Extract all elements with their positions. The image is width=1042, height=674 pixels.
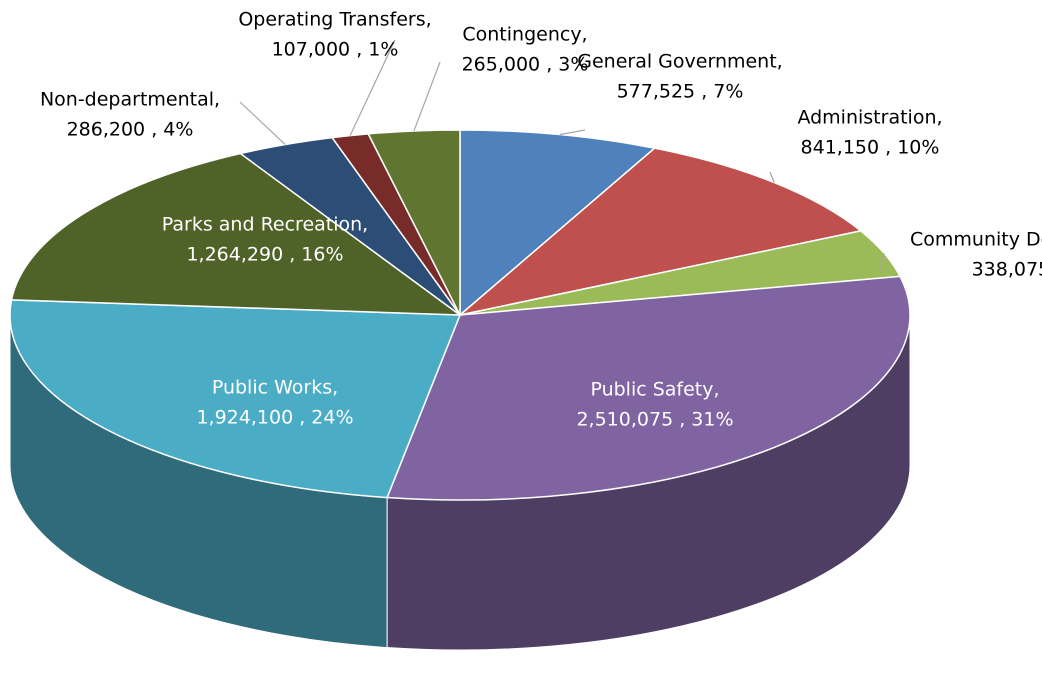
labels: General Government, 577,525 , 7% Administr…	[40, 9, 1042, 431]
value-label: 1,924,100 , 24%	[196, 407, 353, 429]
pie-slice	[386, 275, 911, 501]
category-label: General Government,	[577, 51, 782, 73]
pie-slice	[10, 152, 463, 316]
value-label: 841,150 , 10%	[801, 137, 940, 159]
leader-line	[239, 101, 286, 145]
value-label: 1,264,290 , 16%	[186, 244, 343, 266]
value-label: 265,000 , 3%	[462, 54, 589, 76]
leader-line	[413, 61, 441, 132]
category-label: Parks and Recreation,	[162, 214, 368, 236]
category-label: Operating Transfers,	[238, 9, 431, 31]
category-label: Administration,	[797, 107, 942, 129]
value-label: 338,075 , 4%	[972, 259, 1042, 281]
pie-slice	[9, 299, 462, 499]
value-label: 2,510,075 , 31%	[576, 409, 733, 431]
pie-slice	[367, 129, 461, 316]
category-label: Public Safety,	[590, 379, 719, 401]
pie-slice	[459, 129, 657, 317]
pie-tops	[9, 129, 911, 501]
category-label: Contingency,	[462, 24, 587, 46]
leader-line	[349, 39, 396, 136]
leader-line	[879, 252, 885, 271]
leader-line	[559, 129, 586, 136]
category-label: Non-departmental,	[40, 89, 220, 111]
category-label: Public Works,	[212, 377, 338, 399]
value-label: 577,525 , 7%	[617, 81, 744, 103]
value-label: 107,000 , 1%	[272, 39, 399, 61]
category-label: Community Development,	[910, 229, 1042, 251]
pie-slice	[459, 147, 863, 316]
value-label: 286,200 , 4%	[67, 119, 194, 141]
leader-line	[769, 171, 775, 183]
